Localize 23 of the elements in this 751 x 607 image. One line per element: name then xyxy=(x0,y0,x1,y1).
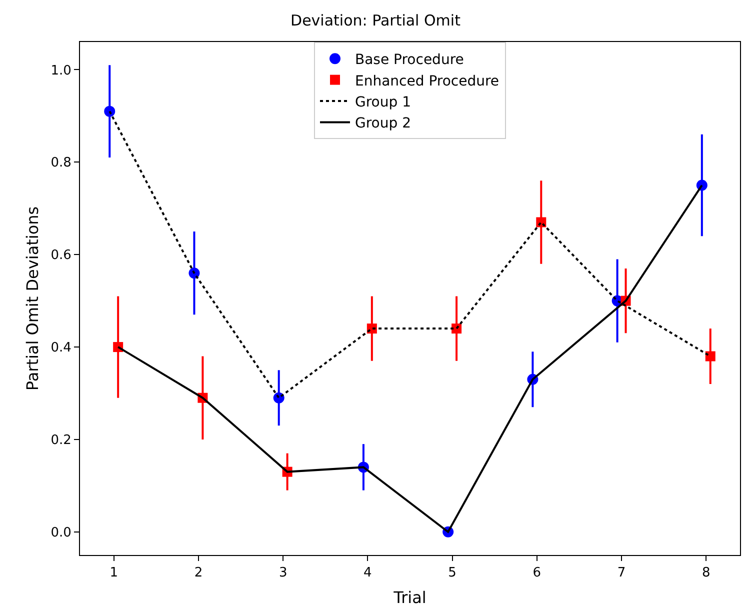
legend-label: Base Procedure xyxy=(355,52,464,68)
point xyxy=(705,351,716,362)
x-axis-title: Trial xyxy=(392,588,426,607)
y-tick-label: 0.4 xyxy=(50,340,72,356)
legend-label: Enhanced Procedure xyxy=(355,73,500,90)
y-tick-label: 0.0 xyxy=(50,525,72,540)
x-tick-label: 1 xyxy=(110,566,118,581)
x-tick-label: 5 xyxy=(448,566,456,581)
x-tick-label: 6 xyxy=(532,566,542,581)
x-tick-label: 2 xyxy=(194,566,203,581)
x-tick-label: 8 xyxy=(702,566,710,581)
y-tick-label: 0.8 xyxy=(50,156,72,171)
x-tick-label: 4 xyxy=(364,566,372,581)
chart-title: Deviation: Partial Omit xyxy=(290,12,461,30)
y-tick-label: 1.0 xyxy=(50,63,72,78)
legend-label: Group 2 xyxy=(355,116,411,132)
legend-label: Group 1 xyxy=(355,94,411,110)
x-tick-label: 3 xyxy=(278,566,288,581)
y-axis-title: Partial Omit Deviations xyxy=(23,206,42,391)
x-tick-label: 7 xyxy=(617,566,626,581)
point xyxy=(104,106,116,117)
y-tick-label: 0.6 xyxy=(50,248,72,264)
y-tick-label: 0.2 xyxy=(50,433,72,448)
